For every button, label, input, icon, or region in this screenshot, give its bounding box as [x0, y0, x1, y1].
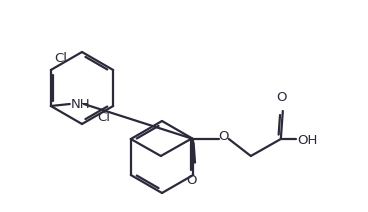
Text: Cl: Cl	[54, 52, 67, 65]
Text: O: O	[277, 91, 287, 104]
Text: O: O	[219, 131, 229, 144]
Text: NH: NH	[71, 98, 91, 110]
Text: Cl: Cl	[97, 111, 110, 124]
Text: O: O	[187, 174, 197, 187]
Text: OH: OH	[297, 134, 317, 148]
